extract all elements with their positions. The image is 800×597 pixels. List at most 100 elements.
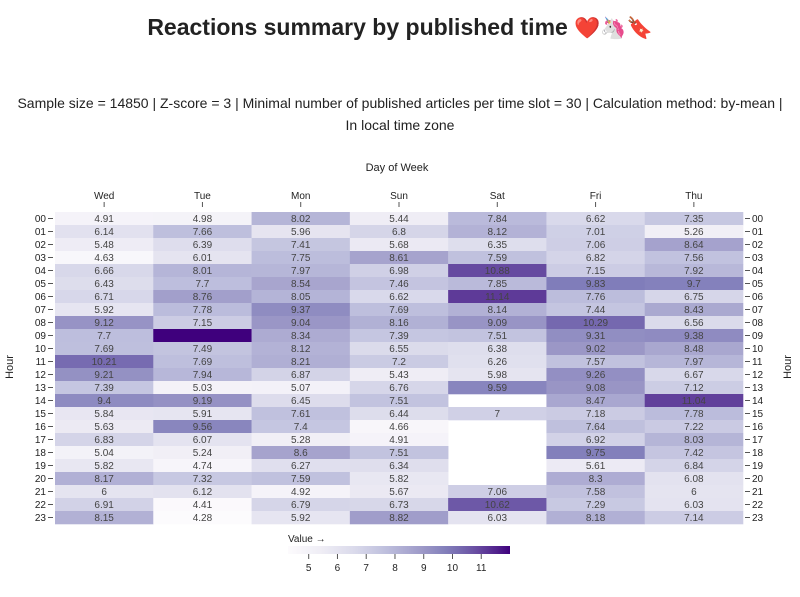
heatmap-cell: [644, 433, 744, 447]
cell-value-label: 9.7: [687, 279, 701, 290]
y-tick-label-left: 04: [35, 266, 47, 277]
x-tick-label: Sat: [490, 191, 505, 202]
cell-value-label: 5.48: [94, 240, 114, 251]
cell-value-label: 5.98: [488, 370, 508, 381]
x-tick-label: Fri: [590, 191, 602, 202]
cell-value-label: 6.79: [291, 500, 311, 511]
y-tick-label-right: 23: [752, 513, 764, 524]
cell-value-label: 10.88: [485, 266, 510, 277]
y-tick-label-right: 00: [752, 214, 764, 225]
heatmap-cell: [251, 368, 351, 382]
heatmap-cell: [153, 238, 252, 252]
y-tick-label-left: 05: [35, 279, 47, 290]
y-tick-label-left: 20: [35, 474, 47, 485]
heatmap-cell: [153, 394, 252, 408]
heatmap-cell: [644, 407, 744, 421]
cell-value-label: 7.22: [684, 422, 704, 433]
heatmap-cell: [251, 394, 351, 408]
cell-value-label: 6.8: [392, 227, 406, 238]
cell-value-label: 7.59: [488, 253, 508, 264]
cell-value-label: 7.06: [586, 240, 606, 251]
cell-value-label: 9.83: [586, 279, 606, 290]
cell-value-label: 7.61: [291, 409, 311, 420]
heatmap-cell: [153, 381, 252, 395]
cell-value-label: 7.69: [389, 305, 409, 316]
x-tick-label: Mon: [291, 191, 310, 202]
heatmap-cell: [644, 459, 744, 473]
heatmap-cell: [349, 472, 449, 486]
heatmap-cell: [251, 212, 351, 226]
cell-value-label: 7: [495, 409, 501, 420]
heatmap-cell: [448, 485, 547, 499]
heatmap-cell: [153, 329, 252, 343]
heatmap-cell: [349, 316, 449, 330]
cell-value-label: 9.37: [291, 305, 311, 316]
cell-value-label: 6.66: [94, 266, 114, 277]
heatmap-cell: [55, 472, 154, 486]
cell-value-label: 8.03: [684, 435, 704, 446]
legend-tick-label: 5: [306, 563, 312, 574]
cell-value-label: 7.7: [195, 279, 209, 290]
color-legend: Value → 5 6 7 8 9 10 11: [288, 534, 510, 574]
heatmap-cell: [546, 251, 646, 265]
heatmap-cell: [153, 433, 252, 447]
cell-value-label: 5.68: [389, 240, 409, 251]
heatmap-cell: [546, 420, 646, 434]
heatmap-cell: [546, 407, 646, 421]
heatmap-cell: [55, 446, 154, 460]
y-tick-label-right: 06: [752, 292, 764, 303]
heatmap-cell: [55, 251, 154, 265]
cell-value-label: 7.15: [586, 266, 606, 277]
y-tick-label-left: 06: [35, 292, 47, 303]
cell-value-label: 8.01: [193, 266, 213, 277]
x-tick-label: Wed: [94, 191, 114, 202]
cell-value-label: 5.43: [389, 370, 409, 381]
heatmap-cell: [153, 511, 252, 525]
heatmap-cell: [349, 212, 449, 226]
heatmap-cell: [448, 381, 547, 395]
cell-value-label: 6.12: [193, 487, 213, 498]
title-emojis: ❤️🦄🔖: [574, 17, 653, 40]
heatmap-cell: [349, 329, 449, 343]
heatmap-cell: [546, 459, 646, 473]
cell-value-label: 6.08: [684, 474, 704, 485]
y-tick-label-left: 07: [35, 305, 47, 316]
cell-value-label: 6.62: [389, 292, 409, 303]
cell-value-label: 5.03: [193, 383, 213, 394]
heatmap-cell: [546, 342, 646, 356]
cell-value-label: 9.12: [94, 318, 114, 329]
cell-value-label: 6.39: [193, 240, 213, 251]
heatmap-cell: [448, 355, 547, 369]
cell-value-label: 6.38: [488, 344, 508, 355]
heatmap-cell: [448, 290, 547, 304]
y-tick-label-right: 10: [752, 344, 764, 355]
heatmap-cell: [55, 459, 154, 473]
y-tick-label-left: 16: [35, 422, 47, 433]
x-tick-label: Thu: [685, 191, 702, 202]
heatmap-cell: [448, 251, 547, 265]
cell-value-label: 7.39: [94, 383, 114, 394]
cell-value-label: 7.78: [684, 409, 704, 420]
heatmap-cell: [251, 277, 351, 291]
y-tick-label-right: 15: [752, 409, 764, 420]
y-tick-label-right: 03: [752, 253, 764, 264]
cell-value-label: 6.14: [94, 227, 114, 238]
y-tick-label-right: 05: [752, 279, 764, 290]
heatmap-cell: [251, 446, 351, 460]
heatmap-cell: [251, 433, 351, 447]
chart-title: Reactions summary by published time ❤️🦄🔖: [0, 14, 800, 41]
heatmap-cell: [448, 277, 547, 291]
cell-value-label: 7.78: [193, 305, 213, 316]
chart-subtitle: Sample size = 14850 | Z-score = 3 | Mini…: [0, 92, 800, 136]
cell-value-label: 7.92: [684, 266, 704, 277]
heatmap-cell: [349, 290, 449, 304]
x-axis: Wed Tue Mon Sun Sat Fri Thu: [94, 191, 702, 207]
legend-tick-label: 9: [421, 563, 427, 574]
x-tick-label: Sun: [390, 191, 408, 202]
cell-value-label: 6.92: [586, 435, 606, 446]
cell-value-label: 6: [101, 487, 107, 498]
y-tick-label-left: 14: [35, 396, 47, 407]
heatmap-cell-labels: 4.91 4.98 8.02 5.44 7.84 6.62 7.35 6.14 7.66 5.96…: [92, 214, 707, 524]
cell-value-label: 6.43: [94, 279, 114, 290]
cell-value-label: 5.61: [586, 461, 606, 472]
